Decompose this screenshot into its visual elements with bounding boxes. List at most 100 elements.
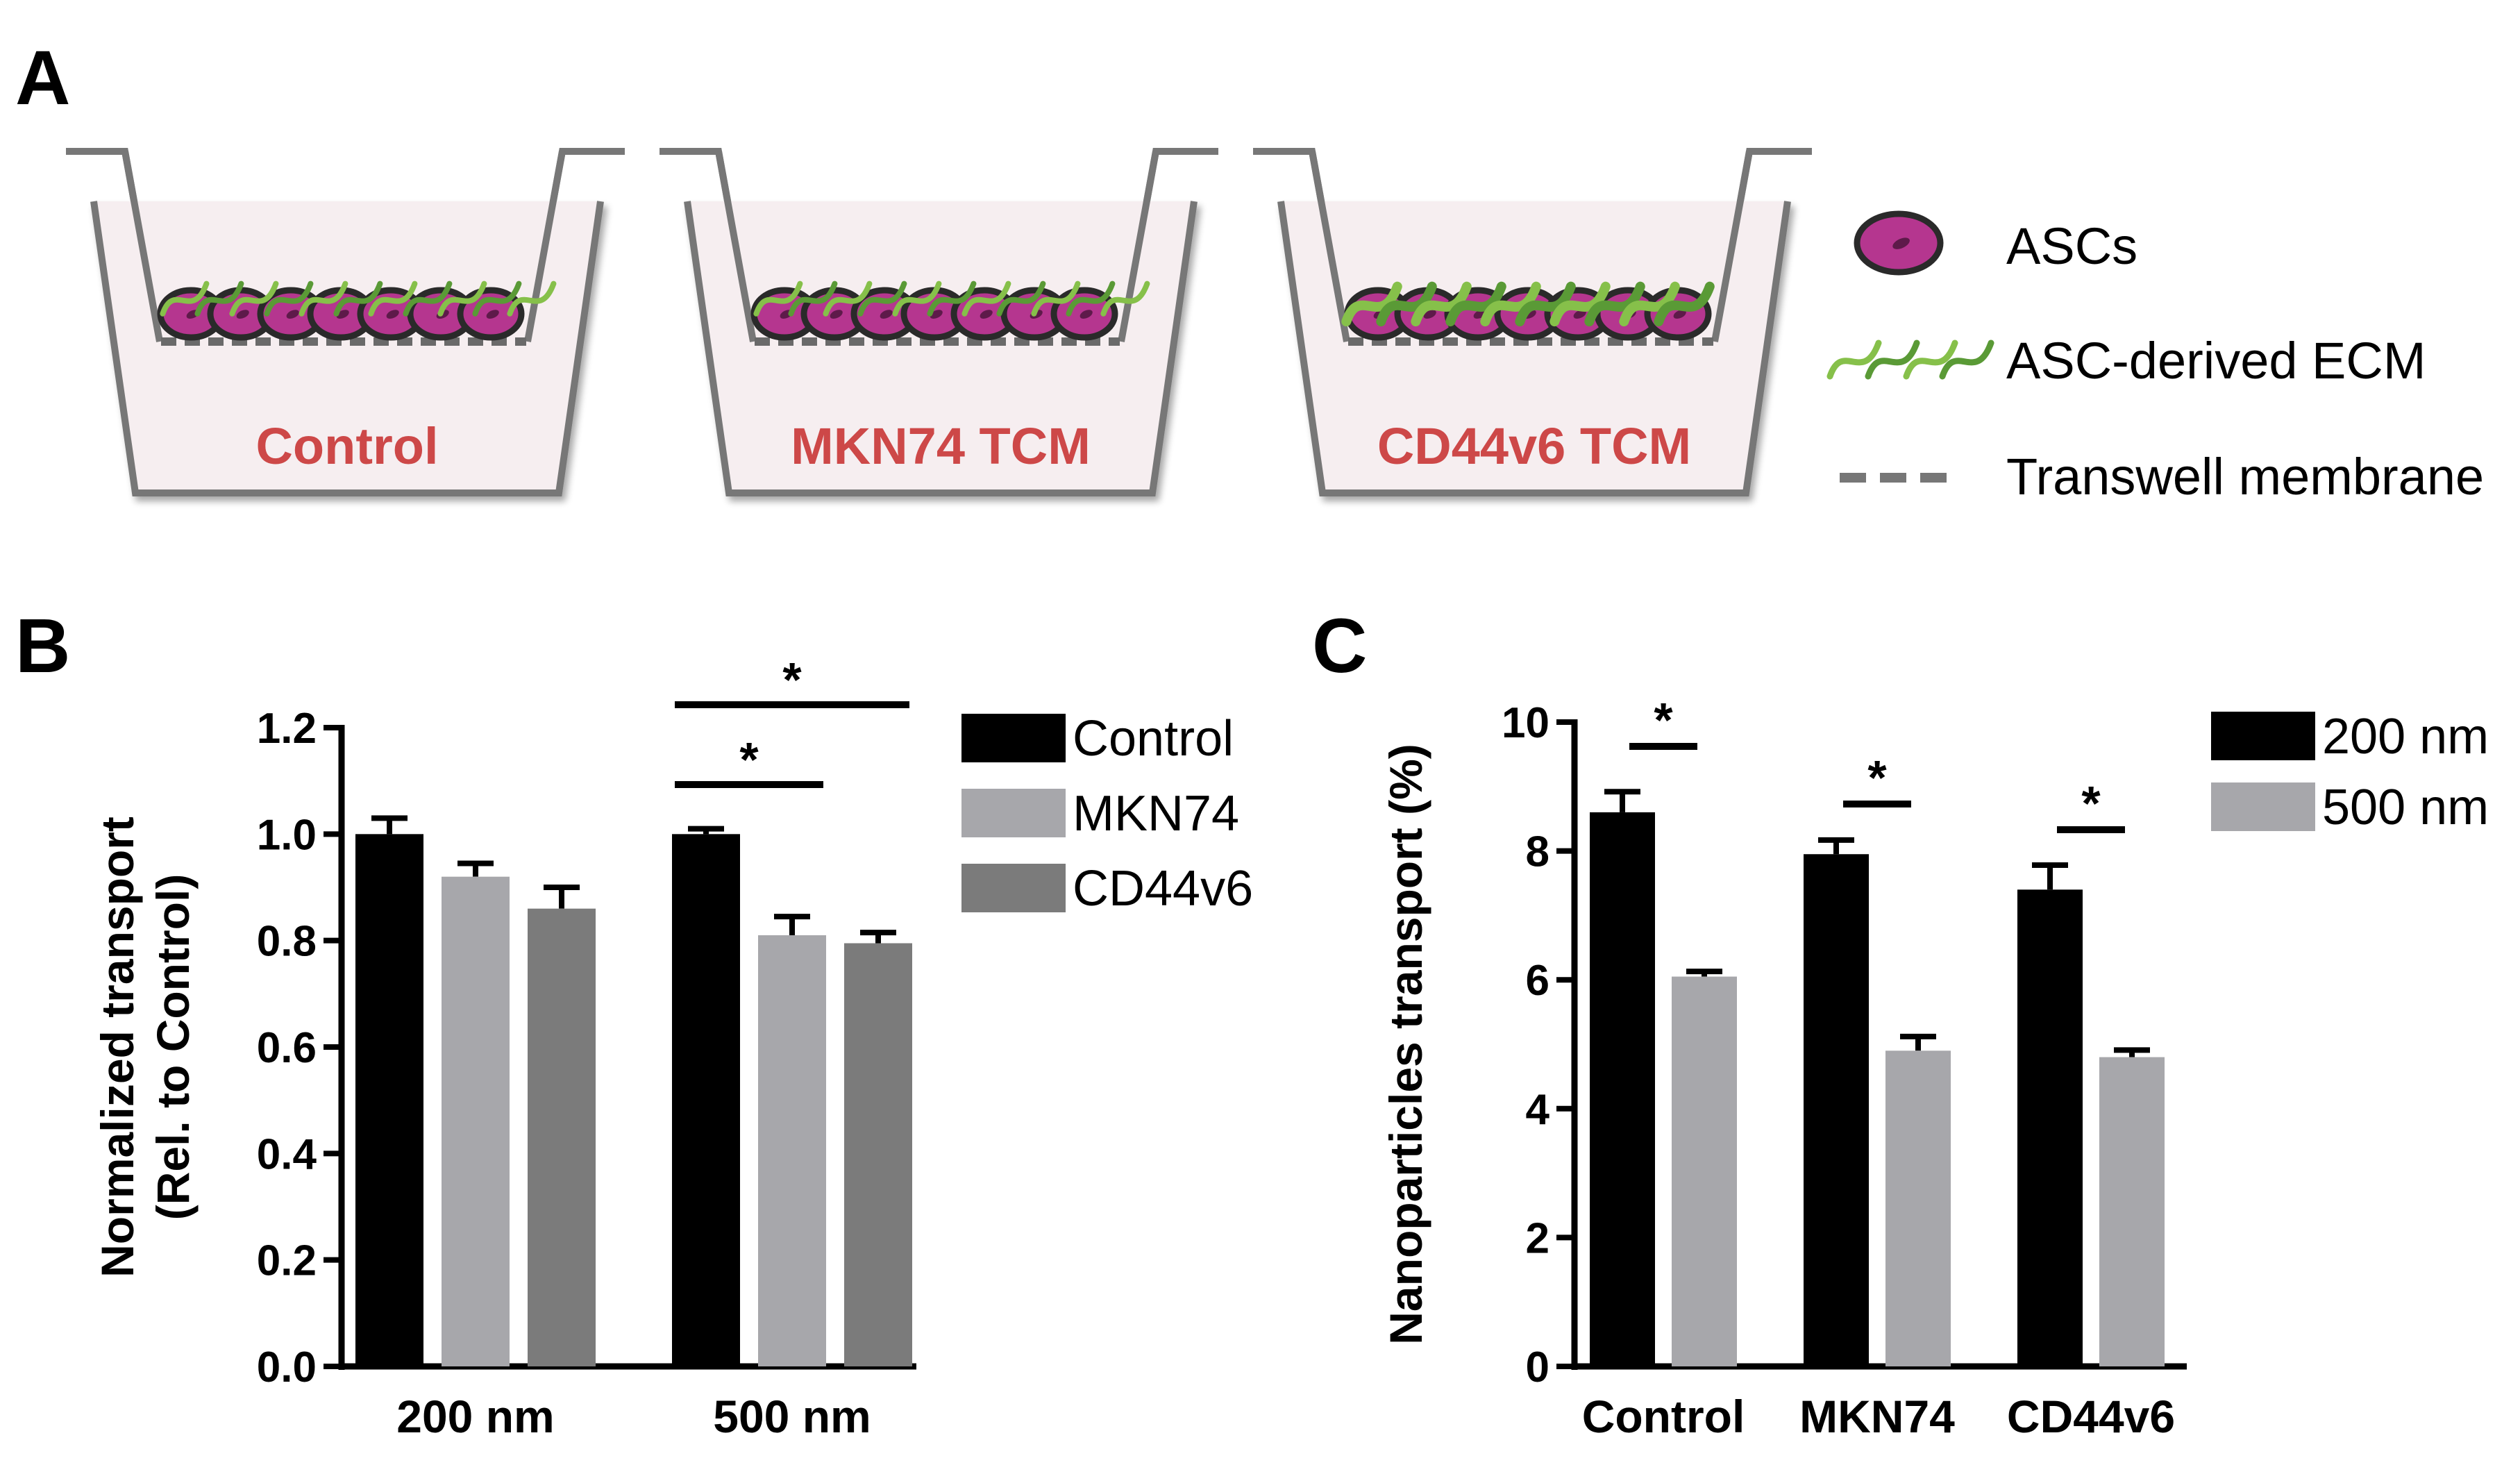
legend-swatch [2211, 712, 2315, 760]
ecm-fiber [160, 281, 210, 317]
well-body [684, 201, 1198, 496]
y-tick-label: 1.0 [257, 811, 317, 859]
ecm-fiber [472, 281, 522, 317]
well-label: Control [255, 417, 438, 475]
y-axis-title: (Rel. to Control) [147, 874, 199, 1221]
chart-b: 0.0 0.2 0.4 0.6 0.8 1.0 1.2 Normalized transpor… [92, 653, 1253, 1442]
y-tick-label: 8 [1526, 828, 1549, 876]
ecm-layer [1341, 281, 1715, 327]
y-tick-label: 0.6 [257, 1024, 317, 1072]
ecm-fiber [299, 281, 348, 317]
bar [672, 834, 740, 1366]
ecm-fiber [1376, 281, 1437, 327]
y-tick-label: 6 [1526, 957, 1549, 1005]
y-tick-label: 1.2 [257, 705, 317, 753]
y-tick-label: 2 [1526, 1214, 1549, 1262]
legend-label: 200 nm [2322, 709, 2489, 764]
ecm-fiber-icon [1826, 340, 1994, 380]
ecm-fiber [1619, 281, 1680, 327]
cell-nucleus [1573, 310, 1586, 319]
ecm-fiber [264, 281, 314, 317]
bar [355, 834, 423, 1366]
well-body [90, 201, 604, 496]
ecm-fiber [1826, 340, 1882, 380]
bar [1885, 1050, 1951, 1366]
x-tick-label: 200 nm [396, 1391, 554, 1442]
cell-nucleus [1673, 310, 1686, 319]
insert-walls [715, 151, 1159, 342]
ecm-fiber [1584, 281, 1645, 327]
well-label: CD44v6 TCM [1377, 417, 1691, 475]
ecm-fiber [823, 281, 873, 317]
well-label: MKN74 TCM [791, 417, 1091, 475]
panel-letter-a: A [15, 35, 70, 121]
ecm-fiber [1341, 281, 1402, 327]
legend-swatch [2211, 782, 2315, 831]
cell-nucleus [1892, 237, 1910, 249]
legend-swatch [961, 864, 1066, 912]
ecm-fiber [229, 281, 279, 317]
ecm-layer [753, 281, 1150, 317]
ecm-fiber [753, 281, 803, 317]
asc-cell-icon [1854, 210, 1944, 276]
ecm-fiber [1903, 340, 1958, 380]
y-tick-label: 0 [1526, 1343, 1549, 1391]
ecm-fiber [1445, 281, 1506, 327]
ecm-fiber [961, 281, 1011, 317]
y-tick-label: 0.2 [257, 1237, 317, 1285]
ecm-fiber [788, 281, 838, 317]
panel-letter-b: B [15, 603, 70, 689]
legend-label: MKN74 [1073, 786, 1239, 842]
bar [528, 908, 596, 1366]
cell-nucleus [486, 310, 499, 319]
y-axis-title: Nanoparticles transport (%) [1380, 744, 1431, 1344]
bar [1590, 812, 1655, 1366]
legend-ascs-label: ASCs [2006, 217, 2137, 275]
cell-nucleus [880, 310, 893, 319]
y-tick-label: 10 [1502, 699, 1549, 747]
legend-ecm-label: ASC-derived ECM [2006, 332, 2426, 390]
x-tick-label: Control [1582, 1391, 1745, 1442]
bar [1804, 854, 1869, 1366]
well-body [1277, 201, 1791, 496]
well-2: MKN74 TCM [660, 148, 1218, 496]
cell-nucleus [386, 310, 399, 319]
significance-star: * [2081, 776, 2101, 830]
ecm-fiber [1515, 281, 1576, 327]
ecm-fiber [1865, 340, 1920, 380]
ecm-fiber [1549, 281, 1611, 327]
legend-membrane-label: Transwell membrane [2006, 448, 2484, 505]
x-tick-label: MKN74 [1799, 1391, 1955, 1442]
cell-nucleus [1080, 310, 1093, 319]
ecm-fiber [1939, 340, 1994, 380]
insert-walls [121, 151, 566, 342]
y-axis-title: Normalized transport [92, 817, 143, 1278]
bar [2017, 889, 2083, 1366]
bar [2099, 1057, 2165, 1366]
ecm-layer [160, 281, 557, 317]
transwell-schematic: Control MKN74 TCM CD44v6 TCM [66, 148, 1812, 496]
asc-cell-icon [1854, 210, 1944, 276]
x-tick-label: 500 nm [713, 1391, 871, 1442]
bar [1672, 976, 1737, 1366]
cell-nucleus [286, 310, 299, 319]
ecm-fiber [1480, 281, 1541, 327]
y-tick-label: 4 [1526, 1086, 1550, 1134]
legend-swatch [961, 789, 1066, 837]
ecm-fiber [403, 281, 453, 317]
bar [844, 943, 912, 1366]
ecm-fiber [1411, 281, 1472, 327]
chart-c: 0 2 4 6 8 10 Nanoparticles transport (%) Contro… [1380, 693, 2489, 1442]
y-tick-label: 0.0 [257, 1343, 317, 1391]
significance-star: * [739, 732, 759, 787]
ecm-fiber [507, 281, 557, 317]
legend-swatch [961, 714, 1066, 762]
insert-walls [1309, 151, 1753, 342]
ecm-fiber [333, 281, 383, 317]
well-1: Control [66, 148, 625, 496]
well-3: CD44v6 TCM [1253, 148, 1812, 496]
cell-nucleus [1423, 310, 1436, 319]
cell-nucleus [830, 310, 843, 319]
ecm-fiber [892, 281, 942, 317]
